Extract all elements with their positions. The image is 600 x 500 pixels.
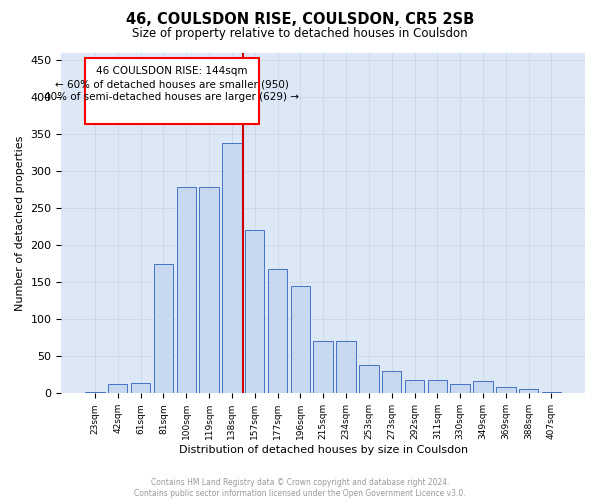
Text: 40% of semi-detached houses are larger (629) →: 40% of semi-detached houses are larger (…: [44, 92, 299, 102]
Y-axis label: Number of detached properties: Number of detached properties: [15, 135, 25, 310]
Bar: [290, 286, 310, 394]
Bar: [108, 384, 127, 394]
Bar: [451, 384, 470, 394]
Bar: [245, 230, 265, 394]
Text: Size of property relative to detached houses in Coulsdon: Size of property relative to detached ho…: [132, 28, 468, 40]
Bar: [428, 380, 447, 394]
Bar: [337, 342, 356, 394]
Text: 46 COULSDON RISE: 144sqm: 46 COULSDON RISE: 144sqm: [96, 66, 248, 76]
X-axis label: Distribution of detached houses by size in Coulsdon: Distribution of detached houses by size …: [179, 445, 468, 455]
Bar: [473, 381, 493, 394]
Bar: [154, 264, 173, 394]
FancyBboxPatch shape: [85, 58, 259, 124]
Bar: [405, 380, 424, 394]
Bar: [176, 188, 196, 394]
Bar: [85, 392, 104, 394]
Bar: [268, 269, 287, 394]
Bar: [359, 365, 379, 394]
Bar: [313, 342, 333, 394]
Bar: [496, 388, 515, 394]
Text: ← 60% of detached houses are smaller (950): ← 60% of detached houses are smaller (95…: [55, 79, 289, 89]
Bar: [222, 143, 242, 394]
Bar: [382, 371, 401, 394]
Text: 46, COULSDON RISE, COULSDON, CR5 2SB: 46, COULSDON RISE, COULSDON, CR5 2SB: [126, 12, 474, 28]
Text: Contains HM Land Registry data © Crown copyright and database right 2024.
Contai: Contains HM Land Registry data © Crown c…: [134, 478, 466, 498]
Bar: [519, 389, 538, 394]
Bar: [199, 188, 219, 394]
Bar: [131, 383, 150, 394]
Bar: [542, 392, 561, 394]
